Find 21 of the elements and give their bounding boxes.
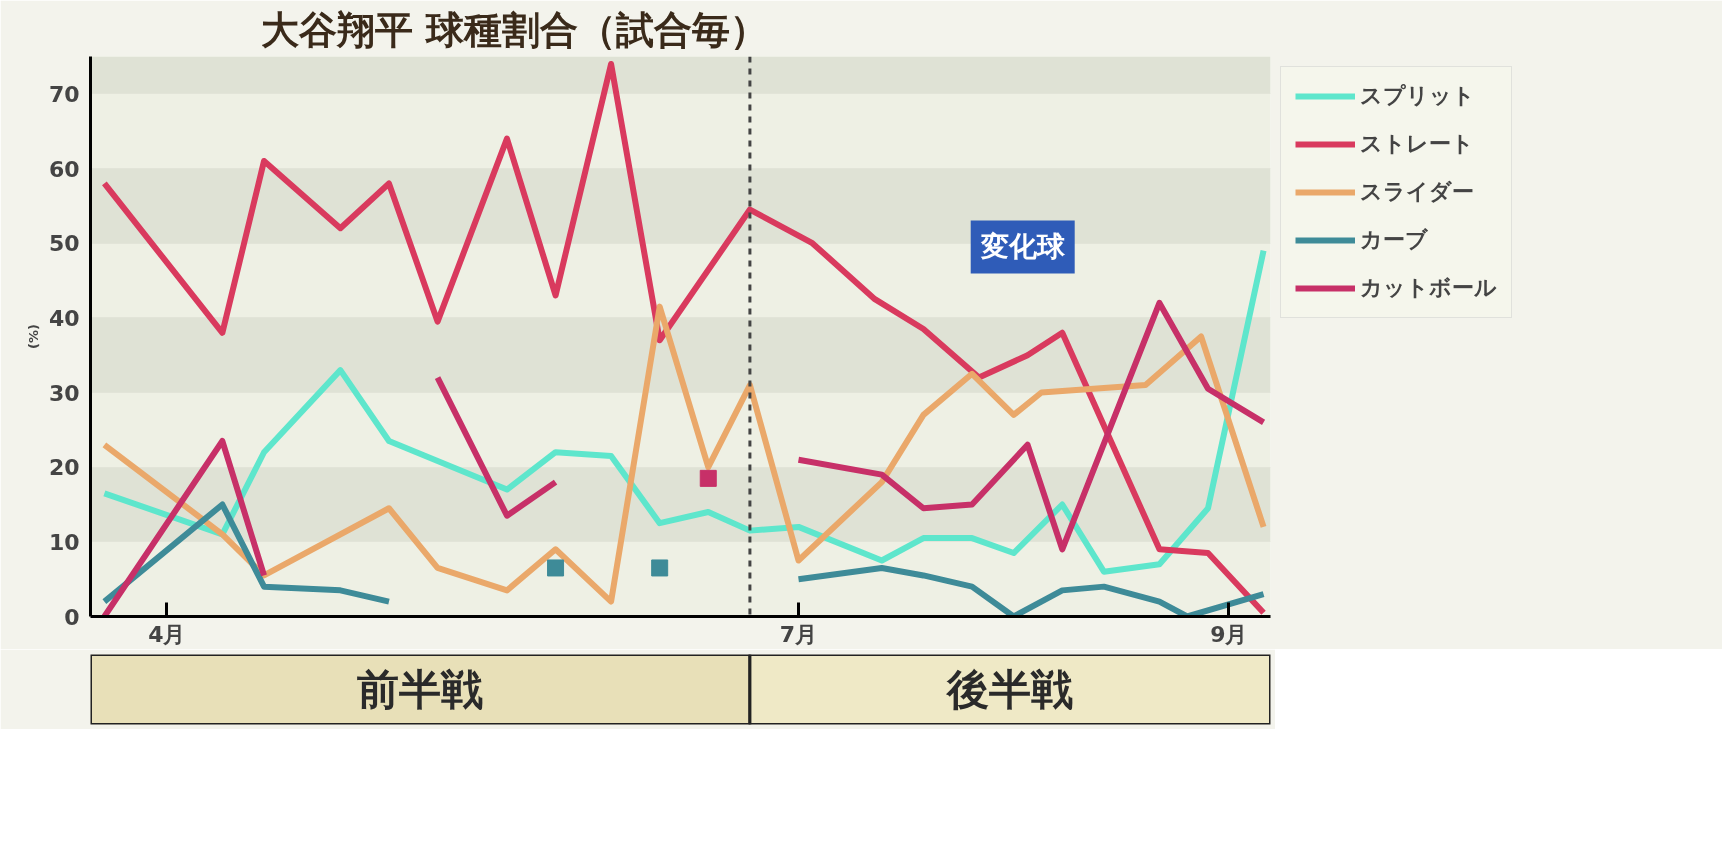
y-tick-label: 10 bbox=[48, 529, 80, 555]
y-tick-label: 0 bbox=[64, 604, 80, 630]
y-tick-label: 50 bbox=[48, 231, 80, 257]
x-tick-label: 9月 bbox=[1210, 621, 1248, 647]
y-tick-label: 60 bbox=[48, 156, 80, 182]
legend-label: カットボール bbox=[1360, 274, 1497, 302]
y-tick-label: 70 bbox=[48, 81, 80, 107]
text: 前半戦 bbox=[357, 665, 484, 714]
annotation: 変化球 bbox=[979, 230, 1066, 264]
y-tick-label: 30 bbox=[48, 380, 80, 406]
x-tick-label: 7月 bbox=[779, 621, 818, 647]
y-axis-title: (%) bbox=[25, 324, 41, 349]
legend-label: ストレート bbox=[1360, 130, 1474, 158]
legend-label: スライダー bbox=[1360, 178, 1474, 206]
chart-title: 大谷翔平 球種割合（試合毎） bbox=[260, 7, 768, 52]
x-tick-label: 4月 bbox=[148, 621, 186, 647]
legend-label: カーブ bbox=[1360, 226, 1428, 254]
y-tick-label: 40 bbox=[48, 305, 80, 331]
y-tick-label: 20 bbox=[48, 455, 80, 481]
text: 後半戦 bbox=[945, 665, 1074, 714]
legend-label: スプリット bbox=[1360, 82, 1475, 110]
